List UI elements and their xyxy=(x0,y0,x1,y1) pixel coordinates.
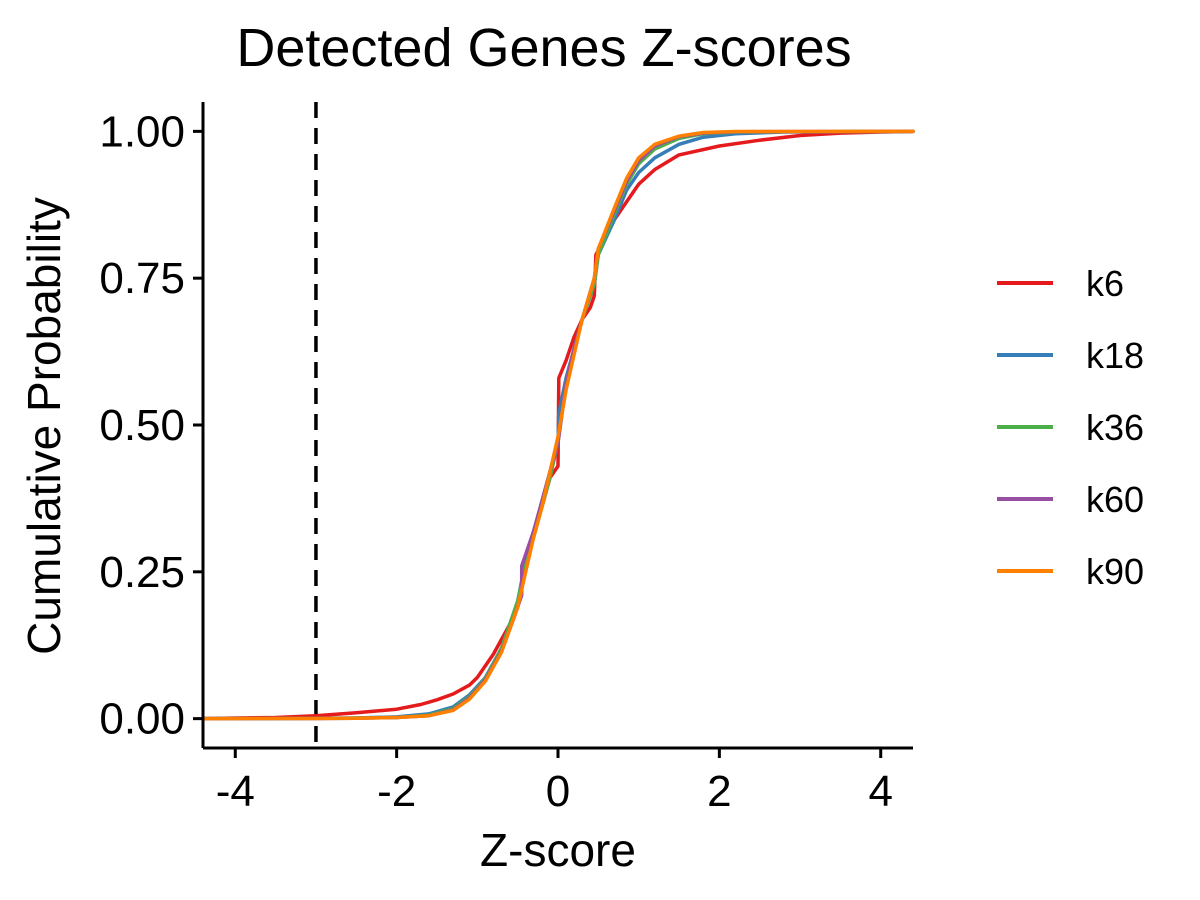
legend-label-k6: k6 xyxy=(1086,263,1124,304)
plot-area: -4 -2 0 2 4 0.00 0.25 0.50 0.75 1.00 xyxy=(99,102,915,816)
legend-label-k60: k60 xyxy=(1086,479,1144,520)
y-tick-label: 0.25 xyxy=(99,548,185,597)
legend-label-k90: k90 xyxy=(1086,551,1144,592)
y-tick-label: 1.00 xyxy=(99,107,185,156)
chart-title: Detected Genes Z-scores xyxy=(236,18,851,78)
legend-label-k36: k36 xyxy=(1086,407,1144,448)
legend: k6 k18 k36 k60 k90 xyxy=(997,263,1144,592)
x-tick-label: 4 xyxy=(868,767,892,816)
legend-label-k18: k18 xyxy=(1086,335,1144,376)
x-tick-label: -4 xyxy=(216,767,255,816)
x-tick-label: 2 xyxy=(707,767,731,816)
x-tick-label: 0 xyxy=(546,767,570,816)
y-tick-label: 0.50 xyxy=(99,401,185,450)
series-line-k18 xyxy=(201,129,915,721)
x-axis-title: Z-score xyxy=(480,824,636,876)
y-tick-label: 0.75 xyxy=(99,254,185,303)
x-tick-label: -2 xyxy=(377,767,416,816)
series-line-k90 xyxy=(201,129,915,721)
y-tick-label: 0.00 xyxy=(99,695,185,744)
y-axis-title: Cumulative Probability xyxy=(18,197,70,655)
